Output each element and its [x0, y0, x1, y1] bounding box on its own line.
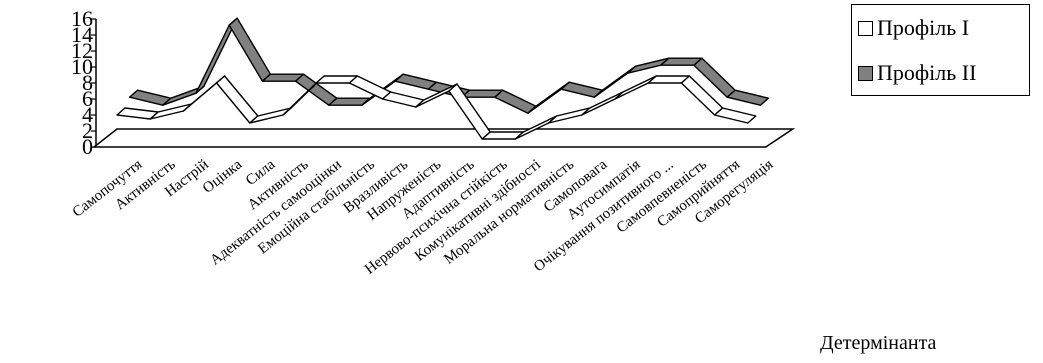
- legend: Профіль І Профіль ІІ: [851, 4, 1030, 96]
- legend-item-profile-1: Профіль І: [858, 14, 969, 42]
- ribbon-segment: [229, 18, 270, 81]
- x-tick-label: Оцінка: [200, 156, 245, 196]
- chart-floor: [94, 129, 793, 147]
- ribbon-segment: [715, 108, 756, 123]
- ribbon-segment: [615, 76, 656, 99]
- ribbon-segment: [495, 90, 536, 113]
- legend-label-profile-2: Профіль ІІ: [877, 60, 976, 86]
- x-axis-title: Детермінанта: [820, 332, 936, 355]
- ribbon-segment: [217, 76, 258, 123]
- ribbon-segment: [727, 90, 768, 105]
- y-tick-label: 16: [71, 6, 93, 31]
- series-profile-2: [130, 18, 769, 113]
- legend-swatch-profile-1: [858, 21, 873, 36]
- legend-label-profile-1: Профіль І: [877, 15, 969, 41]
- legend-swatch-profile-2: [858, 66, 873, 81]
- legend-item-profile-2: Профіль ІІ: [858, 59, 976, 87]
- ribbon-segment: [549, 108, 590, 123]
